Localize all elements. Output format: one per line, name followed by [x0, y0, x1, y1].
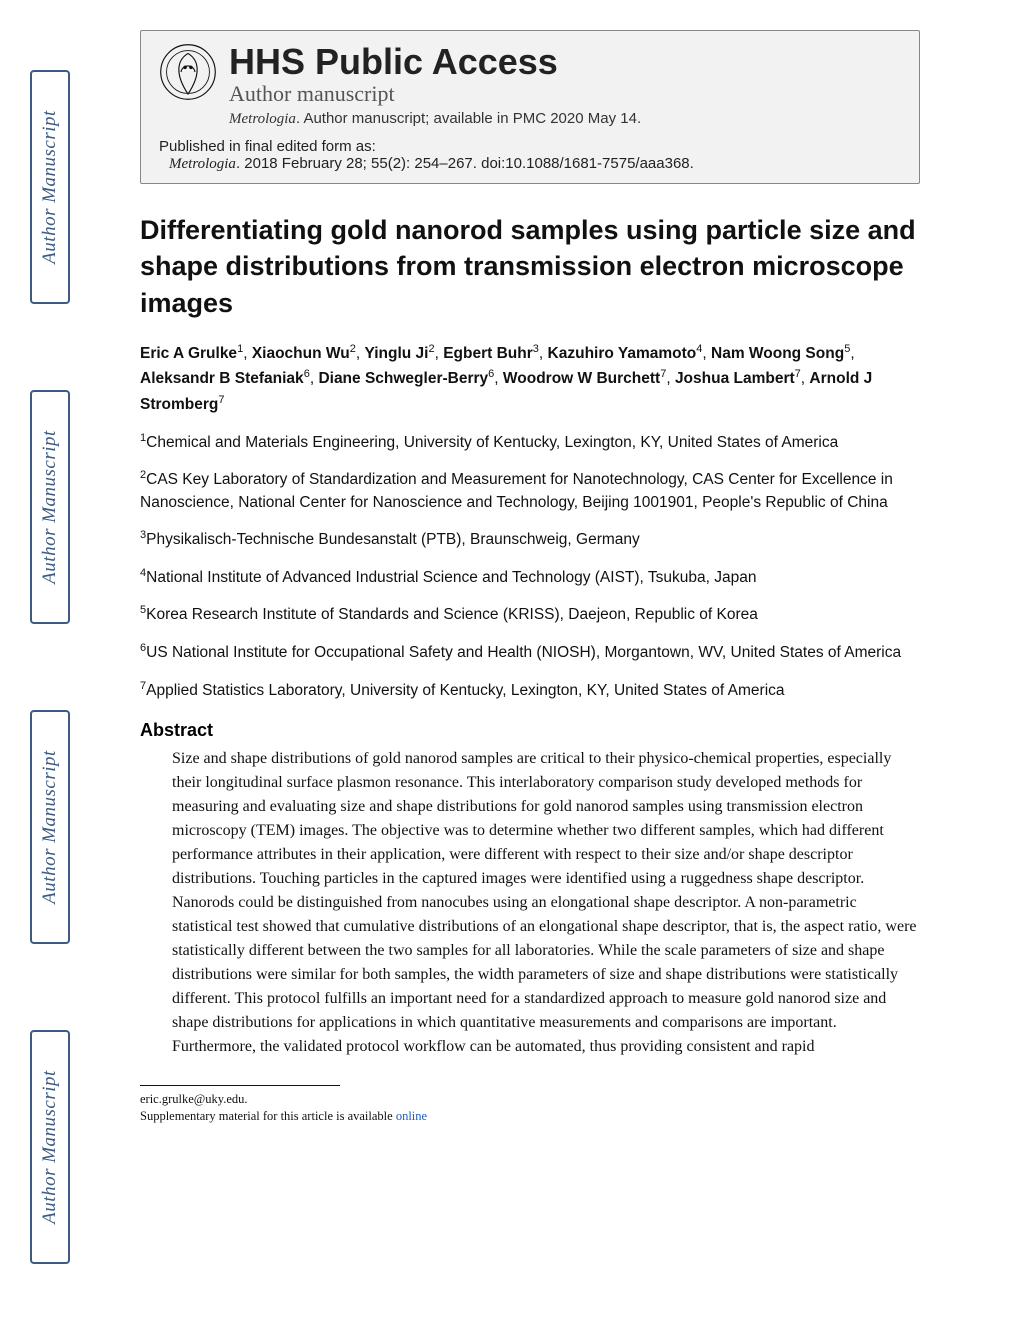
affiliation-number: 5	[140, 604, 146, 616]
author-name: Yinglu Ji	[364, 345, 428, 362]
author-affil-ref: 6	[488, 368, 494, 380]
affiliation: 2CAS Key Laboratory of Standardization a…	[140, 468, 920, 514]
author-affil-ref: 2	[350, 343, 356, 355]
banner-subtitle: Author manuscript	[229, 81, 641, 107]
corresponding-email: eric.grulke@uky.edu.	[140, 1092, 920, 1107]
affiliation: 1Chemical and Materials Engineering, Uni…	[140, 431, 920, 455]
article-title: Differentiating gold nanorod samples usi…	[140, 212, 920, 321]
author-name: Woodrow W Burchett	[503, 370, 660, 387]
author-name: Eric A Grulke	[140, 345, 237, 362]
affiliation-number: 7	[140, 680, 146, 692]
author-affil-ref: 6	[304, 368, 310, 380]
author-affil-ref: 5	[844, 343, 850, 355]
authors-block: Eric A Grulke1, Xiaochun Wu2, Yinglu Ji2…	[140, 341, 920, 417]
affiliation: 3Physikalisch-Technische Bundesanstalt (…	[140, 528, 920, 552]
banner-title: HHS Public Access	[229, 43, 641, 81]
citation-rest: . 2018 February 28; 55(2): 254–267. doi:…	[236, 155, 694, 172]
affiliation: 7Applied Statistics Laboratory, Universi…	[140, 679, 920, 703]
hhs-seal-icon	[159, 43, 217, 101]
supp-prefix: Supplementary material for this article …	[140, 1109, 396, 1123]
author-name: Kazuhiro Yamamoto	[548, 345, 697, 362]
author-name: Nam Woong Song	[711, 345, 844, 362]
citation-journal: Metrologia	[169, 156, 236, 172]
author-name: Egbert Buhr	[443, 345, 533, 362]
publication-info: Published in final edited form as: Metro…	[159, 138, 901, 173]
author-affil-ref: 3	[533, 343, 539, 355]
availability-text: . Author manuscript; available in PMC 20…	[296, 110, 641, 127]
sidebar-tab: Author Manuscript	[30, 390, 70, 624]
author-name: Aleksandr B Stefaniak	[140, 370, 304, 387]
header-box: HHS Public Access Author manuscript Metr…	[140, 30, 920, 184]
supplementary-note: Supplementary material for this article …	[140, 1109, 920, 1124]
author-name: Diane Schwegler-Berry	[318, 370, 488, 387]
affiliation-number: 3	[140, 529, 146, 541]
sidebar-label: Author Manuscript	[39, 750, 61, 904]
author-affil-ref: 4	[696, 343, 702, 355]
citation-line: Metrologia. 2018 February 28; 55(2): 254…	[159, 155, 901, 173]
author-affil-ref: 7	[660, 368, 666, 380]
abstract-heading: Abstract	[140, 720, 920, 741]
journal-availability-line: Metrologia. Author manuscript; available…	[229, 109, 641, 130]
sidebar-label: Author Manuscript	[39, 430, 61, 584]
affiliation-number: 6	[140, 642, 146, 654]
author-affil-ref: 7	[218, 393, 224, 405]
author-name: Xiaochun Wu	[252, 345, 350, 362]
footnote-rule	[140, 1085, 340, 1086]
pub-label: Published in final edited form as:	[159, 138, 901, 155]
abstract-body: Size and shape distributions of gold nan…	[140, 747, 920, 1059]
affiliation: 5Korea Research Institute of Standards a…	[140, 603, 920, 627]
header-top-row: HHS Public Access Author manuscript Metr…	[159, 43, 901, 130]
affiliations-block: 1Chemical and Materials Engineering, Uni…	[140, 431, 920, 703]
affiliation-number: 4	[140, 567, 146, 579]
affiliation-number: 2	[140, 469, 146, 481]
author-affil-ref: 1	[237, 343, 243, 355]
sidebar-tab: Author Manuscript	[30, 1030, 70, 1264]
affiliation: 6US National Institute for Occupational …	[140, 641, 920, 665]
sidebar-tab: Author Manuscript	[30, 70, 70, 304]
sidebar-tab: Author Manuscript	[30, 710, 70, 944]
sidebar-label: Author Manuscript	[39, 1070, 61, 1224]
affiliation: 4National Institute of Advanced Industri…	[140, 566, 920, 590]
sidebar-label: Author Manuscript	[39, 110, 61, 264]
author-affil-ref: 2	[428, 343, 434, 355]
banner-text-block: HHS Public Access Author manuscript Metr…	[229, 43, 641, 130]
author-affil-ref: 7	[795, 368, 801, 380]
affiliation-number: 1	[140, 432, 146, 444]
supp-link[interactable]: online	[396, 1109, 427, 1123]
author-name: Joshua Lambert	[675, 370, 795, 387]
journal-name: Metrologia	[229, 111, 296, 127]
page-container: Author Manuscript Author Manuscript Auth…	[0, 0, 1020, 1320]
